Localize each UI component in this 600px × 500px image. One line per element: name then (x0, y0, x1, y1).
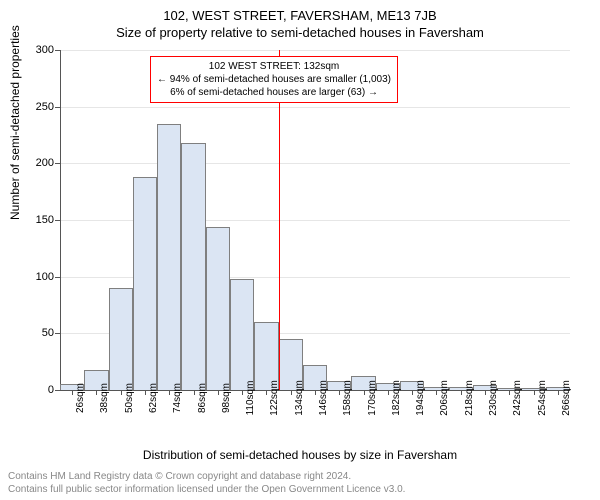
x-tick-label: 206sqm (439, 380, 450, 416)
grid-line (60, 107, 570, 108)
x-tick-label: 50sqm (124, 383, 135, 413)
grid-line (60, 50, 570, 51)
x-tick (266, 390, 267, 395)
x-tick (509, 390, 510, 395)
title-sub: Size of property relative to semi-detach… (0, 23, 600, 40)
x-tick-label: 218sqm (464, 380, 475, 416)
x-tick-label: 182sqm (391, 380, 402, 416)
y-tick-label: 150 (14, 214, 54, 226)
x-tick-label: 62sqm (148, 383, 159, 413)
annotation-box: 102 WEST STREET: 132sqm← 94% of semi-det… (150, 56, 398, 103)
x-tick (388, 390, 389, 395)
x-tick (412, 390, 413, 395)
histogram-bar (133, 177, 157, 390)
x-tick (194, 390, 195, 395)
histogram-bar (230, 279, 254, 390)
grid-line (60, 163, 570, 164)
chart-area: 05010015020025030026sqm38sqm50sqm62sqm74… (60, 50, 570, 390)
x-tick (315, 390, 316, 395)
footer-line2: Contains full public sector information … (8, 483, 405, 496)
annotation-line3: 6% of semi-detached houses are larger (6… (157, 86, 391, 99)
x-tick-label: 146sqm (318, 380, 329, 416)
x-tick (339, 390, 340, 395)
x-tick (461, 390, 462, 395)
x-tick-label: 26sqm (75, 383, 86, 413)
y-tick-label: 200 (14, 157, 54, 169)
x-tick (534, 390, 535, 395)
x-tick (218, 390, 219, 395)
histogram-bar (181, 143, 205, 390)
footer: Contains HM Land Registry data © Crown c… (8, 470, 405, 496)
y-tick-label: 0 (14, 384, 54, 396)
y-tick-label: 300 (14, 44, 54, 56)
plot-region: 05010015020025030026sqm38sqm50sqm62sqm74… (60, 50, 570, 390)
x-tick (169, 390, 170, 395)
chart-container: 102, WEST STREET, FAVERSHAM, ME13 7JB Si… (0, 0, 600, 500)
annotation-line1: 102 WEST STREET: 132sqm (157, 60, 391, 73)
histogram-bar (206, 227, 230, 390)
x-tick-label: 134sqm (294, 380, 305, 416)
x-tick-label: 170sqm (367, 380, 378, 416)
x-tick (291, 390, 292, 395)
x-tick-label: 98sqm (221, 383, 232, 413)
annotation-line2: ← 94% of semi-detached houses are smalle… (157, 73, 391, 86)
x-tick-label: 266sqm (561, 380, 572, 416)
x-tick-label: 86sqm (197, 383, 208, 413)
x-tick (72, 390, 73, 395)
x-tick-label: 110sqm (245, 381, 256, 416)
x-axis-label: Distribution of semi-detached houses by … (0, 448, 600, 462)
x-tick-label: 230sqm (488, 380, 499, 416)
y-axis (60, 50, 61, 390)
x-tick (485, 390, 486, 395)
x-tick-label: 158sqm (342, 380, 353, 416)
x-tick-label: 194sqm (415, 380, 426, 416)
x-tick (96, 390, 97, 395)
x-tick (242, 390, 243, 395)
x-tick-label: 242sqm (512, 380, 523, 416)
footer-line1: Contains HM Land Registry data © Crown c… (8, 470, 405, 483)
x-tick-label: 38sqm (99, 383, 110, 413)
x-tick (364, 390, 365, 395)
x-tick (436, 390, 437, 395)
y-tick-label: 250 (14, 101, 54, 113)
x-tick-label: 254sqm (537, 380, 548, 416)
x-tick (121, 390, 122, 395)
title-main: 102, WEST STREET, FAVERSHAM, ME13 7JB (0, 0, 600, 23)
x-tick (145, 390, 146, 395)
x-tick (558, 390, 559, 395)
y-tick-label: 100 (14, 271, 54, 283)
histogram-bar (109, 288, 133, 390)
x-tick-label: 74sqm (172, 383, 183, 413)
y-tick-label: 50 (14, 327, 54, 339)
histogram-bar (157, 124, 181, 390)
